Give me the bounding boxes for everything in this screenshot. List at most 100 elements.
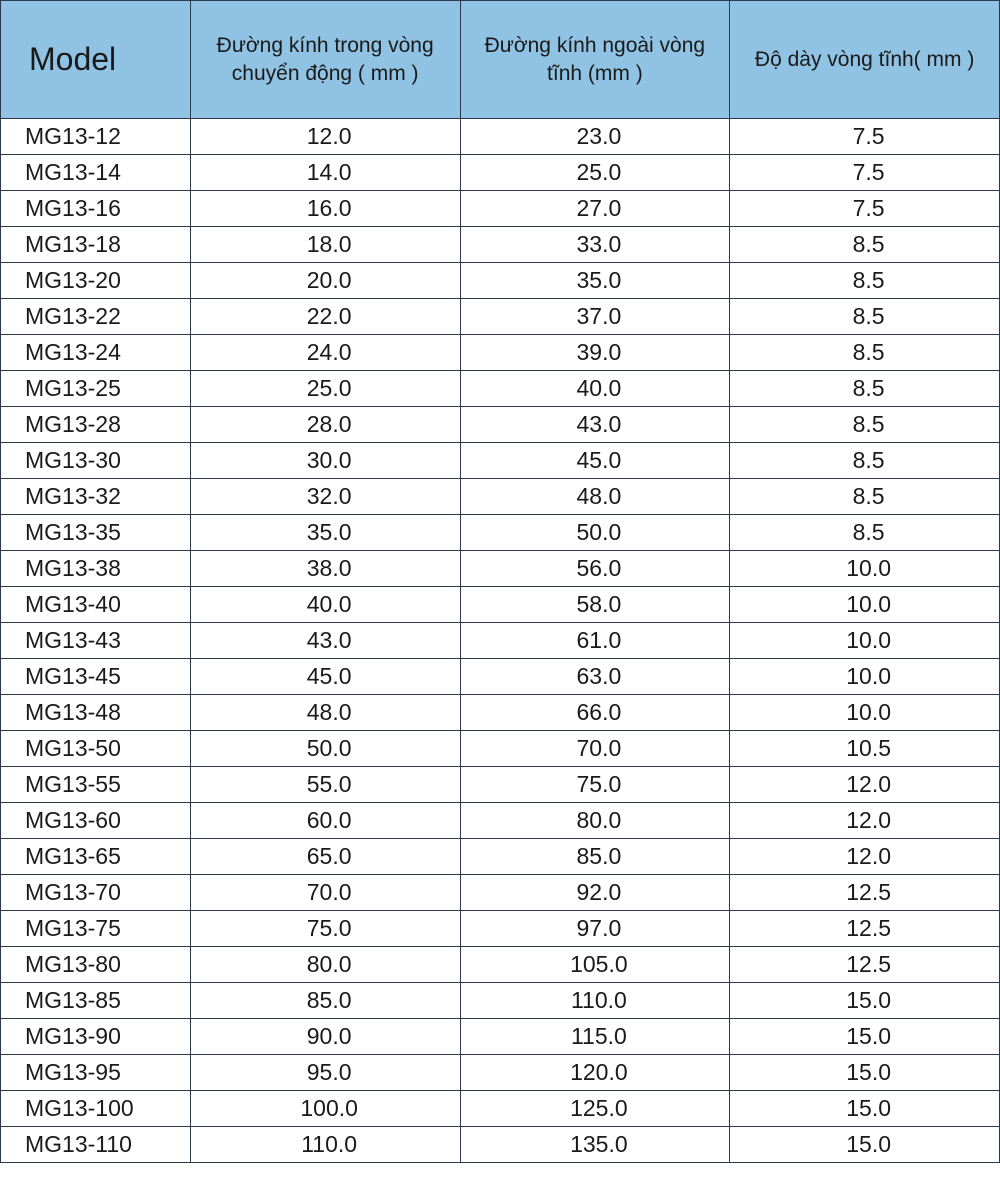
cell-od: 58.0: [460, 587, 730, 623]
table-row: MG13-3030.045.08.5: [1, 443, 1000, 479]
cell-thk: 8.5: [730, 371, 1000, 407]
cell-od: 70.0: [460, 731, 730, 767]
cell-thk: 7.5: [730, 191, 1000, 227]
cell-thk: 10.0: [730, 587, 1000, 623]
table-row: MG13-7575.097.012.5: [1, 911, 1000, 947]
table-row: MG13-6565.085.012.0: [1, 839, 1000, 875]
cell-model: MG13-24: [1, 335, 191, 371]
cell-model: MG13-110: [1, 1127, 191, 1163]
column-header-thk: Độ dày vòng tĩnh( mm ): [730, 1, 1000, 119]
cell-id: 38.0: [190, 551, 460, 587]
cell-od: 115.0: [460, 1019, 730, 1055]
table-row: MG13-8080.0105.012.5: [1, 947, 1000, 983]
cell-id: 70.0: [190, 875, 460, 911]
cell-od: 25.0: [460, 155, 730, 191]
cell-thk: 15.0: [730, 1055, 1000, 1091]
cell-od: 40.0: [460, 371, 730, 407]
table-row: MG13-4040.058.010.0: [1, 587, 1000, 623]
cell-thk: 12.0: [730, 767, 1000, 803]
cell-od: 48.0: [460, 479, 730, 515]
cell-model: MG13-55: [1, 767, 191, 803]
cell-model: MG13-85: [1, 983, 191, 1019]
table-row: MG13-2020.035.08.5: [1, 263, 1000, 299]
table-row: MG13-2525.040.08.5: [1, 371, 1000, 407]
cell-thk: 15.0: [730, 1127, 1000, 1163]
cell-id: 22.0: [190, 299, 460, 335]
cell-model: MG13-48: [1, 695, 191, 731]
cell-id: 50.0: [190, 731, 460, 767]
cell-id: 65.0: [190, 839, 460, 875]
cell-od: 27.0: [460, 191, 730, 227]
cell-od: 37.0: [460, 299, 730, 335]
table-row: MG13-4848.066.010.0: [1, 695, 1000, 731]
cell-model: MG13-100: [1, 1091, 191, 1127]
cell-od: 39.0: [460, 335, 730, 371]
cell-id: 35.0: [190, 515, 460, 551]
cell-id: 32.0: [190, 479, 460, 515]
cell-model: MG13-43: [1, 623, 191, 659]
table-row: MG13-100100.0125.015.0: [1, 1091, 1000, 1127]
cell-od: 45.0: [460, 443, 730, 479]
cell-thk: 7.5: [730, 155, 1000, 191]
cell-id: 48.0: [190, 695, 460, 731]
cell-od: 85.0: [460, 839, 730, 875]
table-row: MG13-110110.0135.015.0: [1, 1127, 1000, 1163]
cell-model: MG13-32: [1, 479, 191, 515]
spec-table-container: ModelĐường kính trong vòng chuyển động (…: [0, 0, 1000, 1200]
cell-id: 90.0: [190, 1019, 460, 1055]
table-row: MG13-2424.039.08.5: [1, 335, 1000, 371]
cell-model: MG13-35: [1, 515, 191, 551]
cell-model: MG13-95: [1, 1055, 191, 1091]
table-header: ModelĐường kính trong vòng chuyển động (…: [1, 1, 1000, 119]
cell-thk: 15.0: [730, 983, 1000, 1019]
table-row: MG13-1414.025.07.5: [1, 155, 1000, 191]
cell-model: MG13-12: [1, 119, 191, 155]
table-row: MG13-7070.092.012.5: [1, 875, 1000, 911]
table-row: MG13-1212.023.07.5: [1, 119, 1000, 155]
cell-model: MG13-60: [1, 803, 191, 839]
cell-model: MG13-16: [1, 191, 191, 227]
table-row: MG13-9595.0120.015.0: [1, 1055, 1000, 1091]
cell-od: 43.0: [460, 407, 730, 443]
cell-thk: 7.5: [730, 119, 1000, 155]
cell-od: 105.0: [460, 947, 730, 983]
cell-model: MG13-18: [1, 227, 191, 263]
table-row: MG13-2828.043.08.5: [1, 407, 1000, 443]
cell-model: MG13-75: [1, 911, 191, 947]
cell-model: MG13-80: [1, 947, 191, 983]
cell-id: 24.0: [190, 335, 460, 371]
cell-thk: 10.0: [730, 659, 1000, 695]
cell-od: 35.0: [460, 263, 730, 299]
cell-od: 61.0: [460, 623, 730, 659]
cell-thk: 8.5: [730, 335, 1000, 371]
table-body: MG13-1212.023.07.5MG13-1414.025.07.5MG13…: [1, 119, 1000, 1163]
header-row: ModelĐường kính trong vòng chuyển động (…: [1, 1, 1000, 119]
table-row: MG13-4343.061.010.0: [1, 623, 1000, 659]
cell-od: 135.0: [460, 1127, 730, 1163]
table-row: MG13-5050.070.010.5: [1, 731, 1000, 767]
cell-model: MG13-45: [1, 659, 191, 695]
cell-od: 110.0: [460, 983, 730, 1019]
cell-model: MG13-14: [1, 155, 191, 191]
cell-model: MG13-70: [1, 875, 191, 911]
cell-model: MG13-28: [1, 407, 191, 443]
cell-id: 75.0: [190, 911, 460, 947]
cell-id: 28.0: [190, 407, 460, 443]
cell-od: 75.0: [460, 767, 730, 803]
cell-id: 12.0: [190, 119, 460, 155]
table-row: MG13-1616.027.07.5: [1, 191, 1000, 227]
cell-od: 125.0: [460, 1091, 730, 1127]
cell-od: 66.0: [460, 695, 730, 731]
table-row: MG13-3838.056.010.0: [1, 551, 1000, 587]
cell-model: MG13-30: [1, 443, 191, 479]
table-row: MG13-8585.0110.015.0: [1, 983, 1000, 1019]
cell-od: 120.0: [460, 1055, 730, 1091]
column-header-id: Đường kính trong vòng chuyển động ( mm ): [190, 1, 460, 119]
cell-model: MG13-50: [1, 731, 191, 767]
cell-thk: 12.0: [730, 803, 1000, 839]
cell-id: 30.0: [190, 443, 460, 479]
cell-od: 92.0: [460, 875, 730, 911]
cell-thk: 12.5: [730, 947, 1000, 983]
cell-thk: 12.0: [730, 839, 1000, 875]
cell-thk: 8.5: [730, 407, 1000, 443]
